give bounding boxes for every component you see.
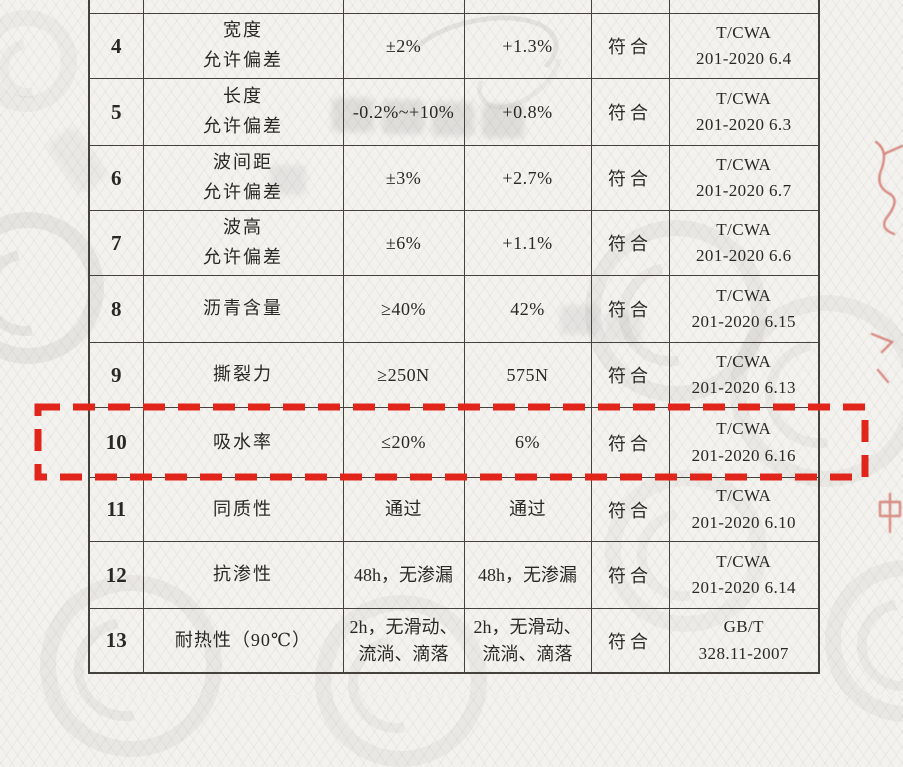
cell-row-number: 13	[88, 608, 144, 674]
cell-conclusion: 符合	[590, 13, 670, 79]
cell-empty	[590, 0, 670, 14]
cell-row-number: 11	[88, 477, 144, 542]
cell-empty	[88, 0, 144, 14]
cell-row-number: 7	[88, 210, 144, 276]
cell-result: +2.7%	[463, 145, 592, 211]
cell-row-number: 6	[88, 145, 144, 211]
cell-empty	[142, 0, 344, 14]
cell-requirement: ±2%	[342, 13, 465, 79]
cell-result: +1.1%	[463, 210, 592, 276]
table-row: 6 波间距 允许偏差 ±3% +2.7% 符合 T/CWA 201-2020 6…	[88, 145, 820, 211]
cell-standard: T/CWA 201-2020 6.15	[668, 275, 820, 343]
cell-requirement: 通过	[342, 477, 465, 542]
cell-row-number: 4	[88, 13, 144, 79]
cell-conclusion: 符合	[590, 608, 670, 674]
cell-standard: T/CWA 201-2020 6.6	[668, 210, 820, 276]
cell-standard: T/CWA 201-2020 6.16	[668, 407, 820, 478]
cell-requirement: ≥40%	[342, 275, 465, 343]
cell-item-name: 撕裂力	[142, 342, 344, 408]
cell-empty	[463, 0, 592, 14]
cell-requirement: -0.2%~+10%	[342, 78, 465, 146]
cell-standard: T/CWA 201-2020 6.4	[668, 13, 820, 79]
cell-standard: GB/T 328.11-2007	[668, 608, 820, 674]
cell-item-name: 长度 允许偏差	[142, 78, 344, 146]
cell-requirement: 48h，无渗漏	[342, 541, 465, 609]
table-row: 12 抗渗性 48h，无渗漏 48h，无渗漏 符合 T/CWA 201-2020…	[88, 541, 820, 609]
table-row-partial: 201-2020 6.2	[88, 0, 820, 14]
cell-requirement: ≥250N	[342, 342, 465, 408]
cell-conclusion: 符合	[590, 407, 670, 478]
cell-standard-fragment: 201-2020 6.2	[668, 0, 820, 14]
table-row: 5 长度 允许偏差 -0.2%~+10% +0.8% 符合 T/CWA 201-…	[88, 78, 820, 146]
cell-result: +1.3%	[463, 13, 592, 79]
cell-item-name: 抗渗性	[142, 541, 344, 609]
cell-standard: T/CWA 201-2020 6.3	[668, 78, 820, 146]
cell-requirement: ≤20%	[342, 407, 465, 478]
table-row-highlighted: 10 吸水率 ≤20% 6% 符合 T/CWA 201-2020 6.16	[88, 407, 820, 478]
cell-row-number: 9	[88, 342, 144, 408]
cell-item-name: 波高 允许偏差	[142, 210, 344, 276]
cell-item-name: 同质性	[142, 477, 344, 542]
cell-item-name: 波间距 允许偏差	[142, 145, 344, 211]
table-row: 13 耐热性（90℃） 2h，无滑动、 流淌、滴落 2h，无滑动、 流淌、滴落 …	[88, 608, 820, 674]
cell-conclusion: 符合	[590, 145, 670, 211]
test-report-table: 201-2020 6.2 4 宽度 允许偏差 ±2% +1.3% 符合 T/CW…	[88, 0, 820, 674]
cell-result: 48h，无渗漏	[463, 541, 592, 609]
table-row: 8 沥青含量 ≥40% 42% 符合 T/CWA 201-2020 6.15	[88, 275, 820, 343]
cell-standard: T/CWA 201-2020 6.14	[668, 541, 820, 609]
cell-requirement: ±6%	[342, 210, 465, 276]
cell-row-number: 8	[88, 275, 144, 343]
clipped-standard-text: 201-2020 6.2	[670, 0, 819, 5]
cell-conclusion: 符合	[590, 275, 670, 343]
cell-row-number: 5	[88, 78, 144, 146]
cell-row-number: 12	[88, 541, 144, 609]
cell-requirement: ±3%	[342, 145, 465, 211]
cell-requirement: 2h，无滑动、 流淌、滴落	[342, 608, 465, 674]
cell-conclusion: 符合	[590, 477, 670, 542]
cell-result: 575N	[463, 342, 592, 408]
cell-empty	[342, 0, 465, 14]
cell-conclusion: 符合	[590, 541, 670, 609]
cell-result: 2h，无滑动、 流淌、滴落	[463, 608, 592, 674]
cell-row-number: 10	[88, 407, 144, 478]
table-row: 7 波高 允许偏差 ±6% +1.1% 符合 T/CWA 201-2020 6.…	[88, 210, 820, 276]
table-row: 9 撕裂力 ≥250N 575N 符合 T/CWA 201-2020 6.13	[88, 342, 820, 408]
cell-item-name: 吸水率	[142, 407, 344, 478]
watermark-logo-swirl	[825, 560, 903, 722]
cell-conclusion: 符合	[590, 210, 670, 276]
cell-item-name: 耐热性（90℃）	[142, 608, 344, 674]
table-row: 11 同质性 通过 通过 符合 T/CWA 201-2020 6.10	[88, 477, 820, 542]
cell-result: 6%	[463, 407, 592, 478]
scanned-report-page: 201-2020 6.2 4 宽度 允许偏差 ±2% +1.3% 符合 T/CW…	[0, 0, 903, 695]
cell-standard: T/CWA 201-2020 6.13	[668, 342, 820, 408]
table-row: 4 宽度 允许偏差 ±2% +1.3% 符合 T/CWA 201-2020 6.…	[88, 13, 820, 79]
red-handwriting-mark	[870, 140, 903, 534]
cell-conclusion: 符合	[590, 342, 670, 408]
cell-result: 42%	[463, 275, 592, 343]
watermark-logo-swirl	[0, 10, 77, 112]
cell-standard: T/CWA 201-2020 6.10	[668, 477, 820, 542]
cell-conclusion: 符合	[590, 78, 670, 146]
cell-standard: T/CWA 201-2020 6.7	[668, 145, 820, 211]
cell-item-name: 宽度 允许偏差	[142, 13, 344, 79]
cell-result: 通过	[463, 477, 592, 542]
cell-item-name: 沥青含量	[142, 275, 344, 343]
cell-result: +0.8%	[463, 78, 592, 146]
